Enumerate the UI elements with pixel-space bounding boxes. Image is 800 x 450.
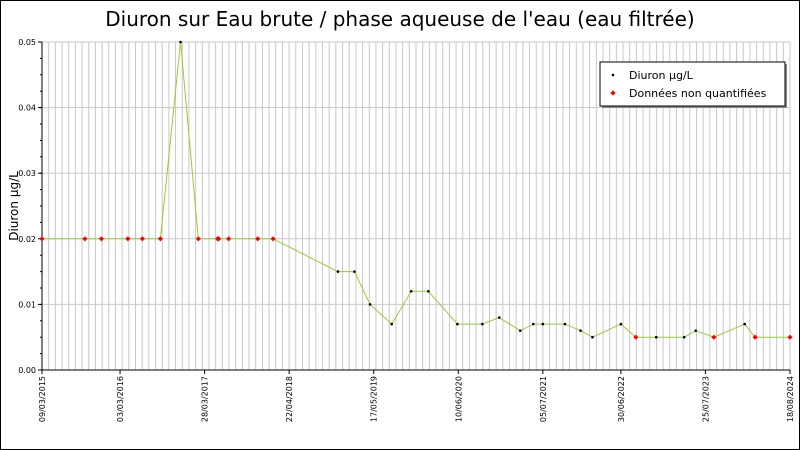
data-point <box>579 329 582 332</box>
data-point <box>456 322 459 326</box>
non-quantified-point <box>157 236 163 242</box>
y-axis-label: Diuron µg/L <box>7 171 21 241</box>
y-tick-label: 0.01 <box>18 300 36 309</box>
legend-marker-quantified <box>611 73 615 77</box>
legend-label: Diuron µg/L <box>629 69 694 82</box>
y-tick-label: 0.05 <box>18 38 36 47</box>
data-point <box>563 322 567 326</box>
non-quantified-point <box>216 236 222 242</box>
non-quantified-point <box>195 236 201 242</box>
y-tick-label: 0.04 <box>18 104 36 113</box>
y-tick-label: 0.02 <box>18 235 36 244</box>
x-tick-label: 22/04/2018 <box>285 376 294 422</box>
x-tick-label: 18/08/2024 <box>786 376 795 422</box>
data-point <box>368 303 372 306</box>
data-point <box>336 270 340 273</box>
legend: Diuron µg/L Données non quantifiées <box>599 61 787 108</box>
data-point <box>654 335 658 339</box>
data-point <box>390 322 394 326</box>
x-tick-label: 05/07/2021 <box>539 376 548 422</box>
data-point <box>497 316 501 319</box>
legend-label: Données non quantifiées <box>629 87 767 100</box>
non-quantified-point <box>226 236 232 242</box>
data-point <box>591 335 594 339</box>
x-tick-label: 17/05/2019 <box>370 376 379 422</box>
non-quantified-point <box>98 236 105 242</box>
data-point <box>179 40 182 44</box>
data-point <box>682 335 686 339</box>
non-quantified-point <box>270 236 276 242</box>
non-quantified-point <box>752 334 758 340</box>
legend-marker-non-quantified <box>610 90 616 96</box>
data-point <box>743 322 746 326</box>
data-point <box>694 329 697 332</box>
non-quantified-point <box>139 236 145 242</box>
axis-layer: 0.00 0.01 0.02 0.03 0.04 0.05 09/03/2015 03/03/… <box>7 38 795 422</box>
marker-layer <box>39 40 793 340</box>
data-point <box>619 322 623 326</box>
non-quantified-point <box>787 334 793 340</box>
non-quantified-point <box>255 236 261 242</box>
chart-title: Diuron sur Eau brute / phase aqueuse de … <box>105 7 695 31</box>
y-tick-label: 0.03 <box>18 169 36 178</box>
data-point <box>518 329 522 332</box>
data-point <box>481 322 484 326</box>
x-tick-label: 10/06/2020 <box>454 376 463 422</box>
non-quantified-point <box>82 236 88 242</box>
x-tick-label: 03/03/2016 <box>116 376 125 422</box>
x-tick-label: 09/03/2015 <box>38 376 47 422</box>
non-quantified-point <box>39 236 45 242</box>
x-tick-label: 25/07/2023 <box>701 376 710 422</box>
data-point <box>353 270 356 273</box>
data-point <box>427 289 430 293</box>
non-quantified-point <box>633 334 639 340</box>
legend-box <box>599 61 786 107</box>
x-tick-label: 30/06/2022 <box>617 376 626 422</box>
y-tick-label: 0.00 <box>18 366 36 375</box>
non-quantified-point <box>711 334 717 340</box>
data-point <box>409 289 413 293</box>
data-point <box>531 322 535 326</box>
data-point <box>541 322 545 326</box>
x-tick-label: 28/03/2017 <box>201 376 210 422</box>
non-quantified-point <box>125 236 131 242</box>
